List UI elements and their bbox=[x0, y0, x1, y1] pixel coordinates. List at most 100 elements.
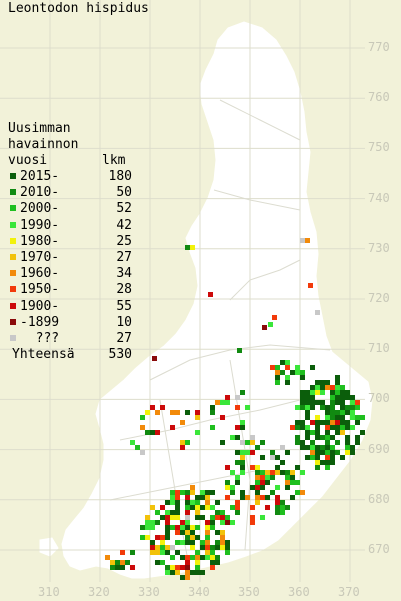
observation-square bbox=[235, 505, 240, 510]
x-axis-label: 330 bbox=[138, 585, 160, 599]
observation-square bbox=[225, 395, 230, 400]
observation-square bbox=[185, 540, 190, 545]
observation-square bbox=[245, 405, 250, 410]
y-axis-label: 760 bbox=[368, 90, 390, 105]
observation-square bbox=[225, 465, 230, 470]
y-axis-label: 730 bbox=[368, 240, 390, 255]
observation-square bbox=[225, 480, 230, 485]
legend-swatch bbox=[10, 221, 16, 228]
observation-square bbox=[225, 400, 230, 405]
observation-square bbox=[165, 510, 170, 515]
observation-square bbox=[160, 560, 165, 565]
observation-square bbox=[345, 435, 350, 440]
observation-square bbox=[320, 445, 325, 450]
observation-square bbox=[345, 450, 350, 455]
observation-square bbox=[250, 465, 255, 470]
observation-square bbox=[140, 525, 145, 530]
legend-swatch bbox=[10, 302, 16, 309]
observation-square bbox=[145, 520, 150, 525]
observation-square bbox=[275, 370, 280, 375]
legend-item: 1950- 28 bbox=[8, 282, 132, 298]
observation-square bbox=[245, 440, 250, 445]
observation-square bbox=[300, 395, 305, 400]
observation-square bbox=[265, 505, 270, 510]
y-axis-label: 680 bbox=[368, 491, 390, 506]
legend: Uusimman havainnon vuosi lkm 2015- 180 201… bbox=[8, 121, 132, 363]
observation-square bbox=[180, 525, 185, 530]
observation-square bbox=[235, 450, 240, 455]
observation-square bbox=[260, 485, 265, 490]
observation-square bbox=[185, 560, 190, 565]
observation-square bbox=[255, 465, 260, 470]
observation-square bbox=[165, 550, 170, 555]
observation-square bbox=[295, 490, 300, 495]
observation-square bbox=[325, 460, 330, 465]
observation-square bbox=[185, 520, 190, 525]
observation-square bbox=[275, 495, 280, 500]
observation-square bbox=[190, 540, 195, 545]
observation-square bbox=[295, 435, 300, 440]
observation-square bbox=[230, 470, 235, 475]
observation-square bbox=[310, 400, 315, 405]
observation-square bbox=[210, 410, 215, 415]
observation-square bbox=[350, 450, 355, 455]
observation-square bbox=[235, 395, 240, 400]
observation-square bbox=[325, 420, 330, 425]
observation-square bbox=[220, 530, 225, 535]
observation-square bbox=[290, 470, 295, 475]
observation-square bbox=[325, 385, 330, 390]
observation-square bbox=[285, 505, 290, 510]
observation-square bbox=[160, 405, 165, 410]
legend-item: 1990- 42 bbox=[8, 218, 132, 234]
observation-square bbox=[255, 475, 260, 480]
observation-square bbox=[305, 425, 310, 430]
observation-square bbox=[300, 238, 305, 243]
observation-square bbox=[110, 560, 115, 565]
observation-square bbox=[300, 405, 305, 410]
observation-square bbox=[205, 505, 210, 510]
observation-square bbox=[310, 430, 315, 435]
observation-square bbox=[240, 425, 245, 430]
observation-square bbox=[165, 570, 170, 575]
legend-count: 50 bbox=[116, 185, 132, 201]
observation-square bbox=[150, 430, 155, 435]
observation-square bbox=[150, 525, 155, 530]
observation-square bbox=[262, 325, 267, 330]
observation-square bbox=[190, 490, 195, 495]
observation-square bbox=[185, 410, 190, 415]
observation-square bbox=[285, 375, 290, 380]
observation-square bbox=[250, 435, 255, 440]
total-label: Yhteensä bbox=[12, 347, 75, 363]
observation-square bbox=[315, 455, 320, 460]
observation-square bbox=[175, 410, 180, 415]
observation-square bbox=[285, 365, 290, 370]
observation-square bbox=[260, 495, 265, 500]
observation-square bbox=[250, 450, 255, 455]
observation-square bbox=[315, 400, 320, 405]
observation-square bbox=[290, 495, 295, 500]
observation-square bbox=[270, 455, 275, 460]
observation-square bbox=[315, 425, 320, 430]
observation-square bbox=[150, 520, 155, 525]
observation-square bbox=[180, 565, 185, 570]
observation-square bbox=[345, 425, 350, 430]
observation-square bbox=[330, 450, 335, 455]
observation-square bbox=[320, 435, 325, 440]
observation-square bbox=[230, 435, 235, 440]
observation-square bbox=[330, 400, 335, 405]
observation-square bbox=[210, 520, 215, 525]
observation-square bbox=[205, 500, 210, 505]
x-axis-label: 310 bbox=[38, 585, 60, 599]
observation-square bbox=[170, 495, 175, 500]
observation-square bbox=[310, 385, 315, 390]
observation-square bbox=[335, 430, 340, 435]
observation-square bbox=[175, 490, 180, 495]
observation-square bbox=[235, 510, 240, 515]
observation-square bbox=[260, 455, 265, 460]
observation-square bbox=[208, 292, 213, 297]
observation-square bbox=[195, 565, 200, 570]
observation-square bbox=[205, 525, 210, 530]
observation-square bbox=[340, 395, 345, 400]
observation-square bbox=[315, 450, 320, 455]
observation-square bbox=[300, 390, 305, 395]
